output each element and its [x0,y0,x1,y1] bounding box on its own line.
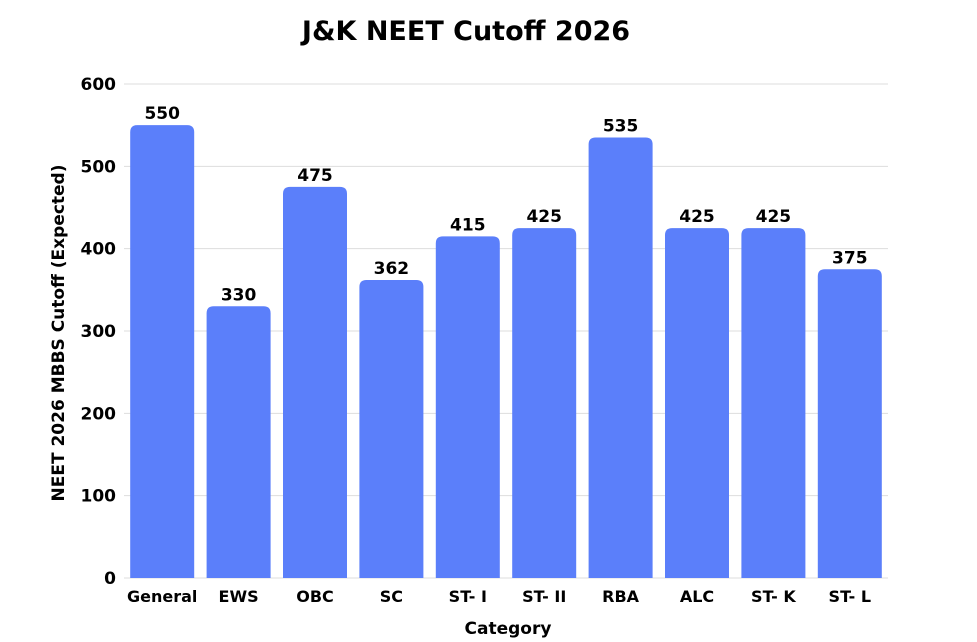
bar-obc [283,186,347,578]
data-label: 415 [450,215,486,235]
bar-ews [206,306,271,578]
x-tick-label: ALC [680,587,714,606]
data-label: 535 [603,117,639,137]
bar-st-ii [512,228,577,579]
x-tick-label: ST- K [751,587,796,606]
y-axis-ticks: 0 100 200 300 400 500 600 [81,75,117,589]
x-tick-label: EWS [219,587,259,606]
y-tick-label: 600 [81,75,117,95]
bar-rba [588,137,653,578]
y-axis-label: NEET 2026 MBBS Cutoff (Expected) [49,165,69,502]
data-label: 425 [679,207,715,227]
y-tick-label: 500 [81,157,117,177]
data-label: 550 [144,104,180,124]
x-tick-label: ST- L [829,587,872,606]
x-tick-label: General [127,587,197,606]
data-label: 475 [297,166,333,186]
x-axis-label: Category [465,619,552,639]
data-label: 425 [756,207,792,227]
x-tick-label: RBA [602,587,640,606]
bar-general [130,125,195,579]
bar-st-i [435,236,500,579]
data-label: 375 [832,248,868,268]
x-axis-ticks: General EWS OBC SC ST- I ST- II RBA ALC ST- K ST-… [127,587,871,606]
y-tick-label: 100 [81,487,117,507]
y-tick-label: 400 [81,240,117,260]
bars [130,125,882,579]
x-tick-label: ST- II [522,587,566,606]
y-tick-label: 0 [104,569,116,589]
chart-title: J&K NEET Cutoff 2026 [300,16,630,47]
data-label: 425 [526,207,562,227]
data-label: 330 [221,285,257,305]
x-tick-label: SC [380,587,403,606]
data-labels: 550 330 475 362 415 425 535 425 425 375 [144,104,867,305]
x-tick-label: OBC [296,587,334,606]
data-label: 362 [374,259,410,279]
y-tick-label: 200 [81,404,117,424]
x-tick-label: ST- I [449,587,487,606]
bar-alc [665,228,729,579]
bar-st-l [817,269,882,578]
y-tick-label: 300 [81,322,117,342]
bar-sc [359,279,424,578]
bar-st-k [741,228,806,579]
